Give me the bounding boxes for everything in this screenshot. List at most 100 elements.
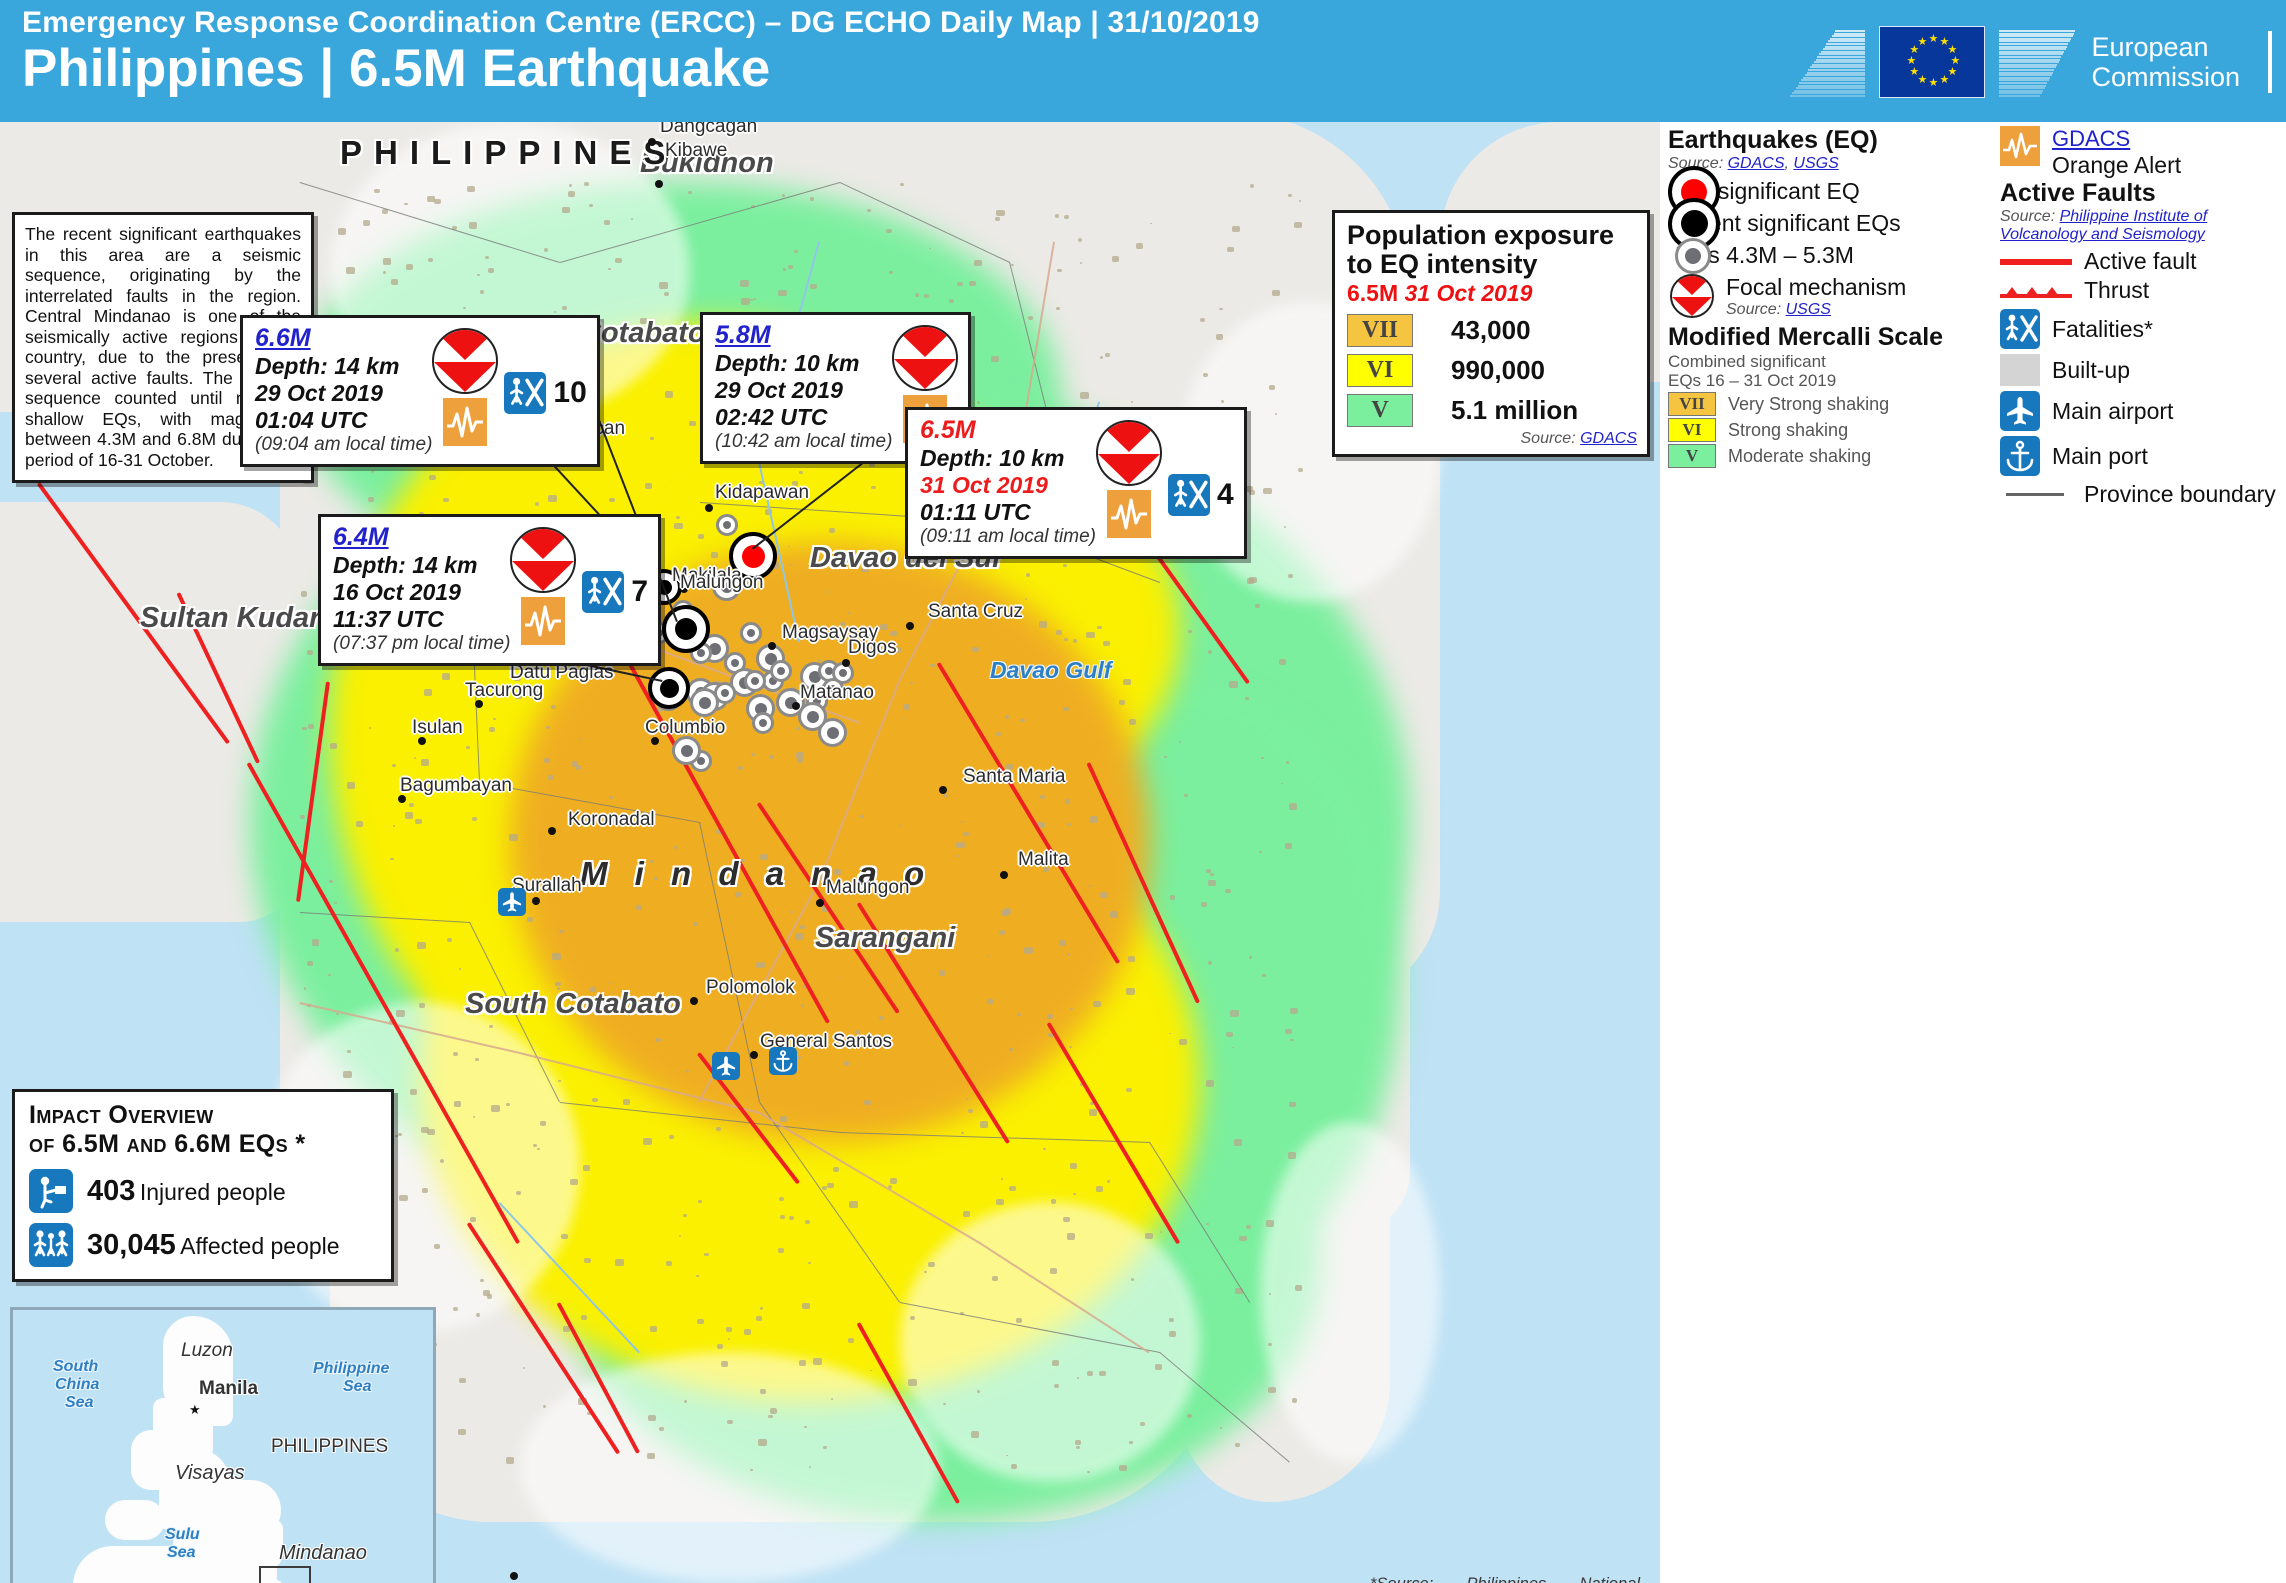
small-eq-marker[interactable] — [744, 670, 766, 692]
mercalli-swatch-v: V — [1668, 444, 1716, 468]
built-up-patch — [1179, 1039, 1187, 1046]
last-eq-marker[interactable] — [729, 532, 777, 580]
built-up-patch — [653, 876, 659, 881]
built-up-patch — [1155, 1363, 1163, 1370]
built-up-patch — [303, 987, 307, 990]
built-up-patch — [678, 1235, 682, 1238]
built-up-patch — [818, 659, 822, 662]
locator-inset-map[interactable]: ★ SouthChinaSeaPhilippineSeaSuluSeaCeleb… — [10, 1307, 436, 1583]
recent-eq-marker[interactable] — [662, 605, 710, 653]
built-up-patch — [347, 782, 356, 789]
built-up-patch — [1076, 1377, 1080, 1380]
built-up-patch — [656, 706, 664, 713]
eq-callout-6-4M: 6.4M Depth: 14 km 16 Oct 2019 11:37 UTC (07:… — [318, 514, 662, 666]
built-up-patch — [1070, 1007, 1074, 1011]
eu-logo-line1: European — [2091, 32, 2209, 62]
recent-eq-marker[interactable] — [648, 667, 690, 709]
built-up-patch — [573, 672, 580, 678]
built-up-patch — [893, 647, 902, 654]
built-up-patch — [427, 1129, 436, 1136]
built-up-patch — [543, 248, 549, 252]
built-up-patch — [973, 259, 983, 267]
built-up-patch — [336, 1012, 339, 1015]
city-dot — [418, 737, 426, 745]
province-boundary-icon — [2006, 493, 2064, 496]
built-up-patch — [986, 955, 989, 958]
population-source-label: Source: — [1520, 430, 1576, 447]
city-label: Columbio — [645, 717, 726, 738]
small-eq-marker[interactable] — [818, 718, 847, 747]
population-source-link[interactable]: GDACS — [1580, 430, 1637, 447]
built-up-patch — [458, 1428, 466, 1436]
built-up-patch — [1206, 1222, 1209, 1225]
population-row-vii: VII 43,000 — [1347, 314, 1637, 347]
eq-callout-time: 11:37 UTC — [333, 606, 444, 632]
header-subtitle: Emergency Response Coordination Centre (… — [22, 6, 1260, 39]
small-eq-marker[interactable] — [690, 688, 719, 717]
eq-callout-icons — [1096, 420, 1162, 538]
built-up-patch — [645, 483, 653, 489]
eq-callout-magnitude[interactable]: 5.8M — [715, 321, 771, 349]
built-up-patch — [650, 1326, 658, 1333]
built-up-patch — [1010, 1464, 1017, 1469]
small-eq-marker[interactable] — [716, 514, 738, 536]
built-up-patch — [404, 812, 414, 819]
built-up-patch — [381, 209, 388, 214]
legend-faults-source-link[interactable]: Philippine Institute of Volcanology and … — [2000, 208, 2208, 243]
small-eq-marker[interactable] — [712, 572, 741, 601]
city-label: Kidapawan — [715, 482, 810, 503]
built-up-patch — [685, 1069, 689, 1073]
eq-callout-date: 16 Oct 2019 — [333, 579, 461, 605]
gdacs-link[interactable]: GDACS — [2052, 126, 2131, 151]
built-up-patch — [390, 278, 399, 286]
city-dot — [939, 786, 947, 794]
small-eq-marker[interactable] — [752, 712, 774, 734]
eq-callout-inner: 6.6M Depth: 14 km 29 Oct 2019 01:04 UTC (09:… — [255, 324, 587, 456]
built-up-patch — [1229, 681, 1238, 689]
legend-item-recent-eq: Recent significant EQs — [1668, 197, 1998, 250]
built-up-patch — [787, 545, 791, 548]
legend-eq-source-gdacs-link[interactable]: GDACS — [1727, 155, 1785, 172]
built-up-patch — [367, 497, 375, 503]
legend-eq-source-usgs-link[interactable]: USGS — [1793, 155, 1839, 172]
built-up-patch — [976, 1390, 981, 1393]
legend-focal-source-link[interactable]: USGS — [1785, 301, 1831, 318]
built-up-patch — [480, 290, 485, 294]
built-up-patch — [395, 1134, 399, 1138]
small-eq-marker[interactable] — [798, 702, 827, 731]
built-up-patch — [1235, 1443, 1240, 1447]
small-eq-marker[interactable] — [672, 736, 701, 765]
small-eq-marker[interactable] — [822, 678, 844, 700]
built-up-patch — [986, 998, 994, 1005]
built-up-patch — [960, 1131, 964, 1134]
built-up-patch — [780, 1215, 785, 1220]
airport-icon-gensan[interactable] — [712, 1052, 740, 1080]
built-up-patch — [1062, 564, 1068, 568]
small-eq-marker[interactable] — [740, 622, 762, 644]
built-up-patch — [1077, 238, 1082, 242]
built-up-patch — [382, 270, 387, 274]
main-map[interactable]: BukidnonCotabatoMaguindanaoSultan Kudara… — [0, 122, 1660, 1583]
built-up-patch — [869, 462, 876, 467]
built-up-patch — [1233, 1139, 1243, 1147]
port-icon-gensan[interactable] — [769, 1047, 797, 1075]
eq-callout-local-time: (07:37 pm local time) — [333, 633, 511, 654]
small-eq-marker[interactable] — [770, 660, 792, 682]
built-up-patch — [870, 1369, 873, 1372]
eq-callout-magnitude[interactable]: 6.4M — [333, 523, 389, 551]
built-up-patch — [453, 1307, 459, 1312]
locator-water-label: South — [53, 1358, 99, 1375]
built-up-patch — [508, 833, 518, 841]
airport-icon-surallah[interactable] — [498, 888, 526, 916]
intro-text: The recent significant earthquakes in th… — [25, 224, 301, 470]
built-up-patch — [956, 854, 960, 858]
european-commission-logo: ★ ★ ★ ★ ★ ★ ★ ★ ★ ★ ★ ★ European Commission — [1787, 26, 2272, 98]
impact-row-injured: 403 Injured people — [29, 1169, 379, 1213]
built-up-patch — [466, 746, 470, 750]
impact-row-affected: 30,045 Affected people — [29, 1223, 379, 1267]
built-up-patch — [345, 266, 355, 274]
built-up-patch — [1140, 1422, 1146, 1426]
province-label: Sultan Kudarat — [140, 602, 347, 634]
built-up-patch — [1265, 1220, 1275, 1228]
eq-callout-magnitude[interactable]: 6.6M — [255, 324, 311, 352]
